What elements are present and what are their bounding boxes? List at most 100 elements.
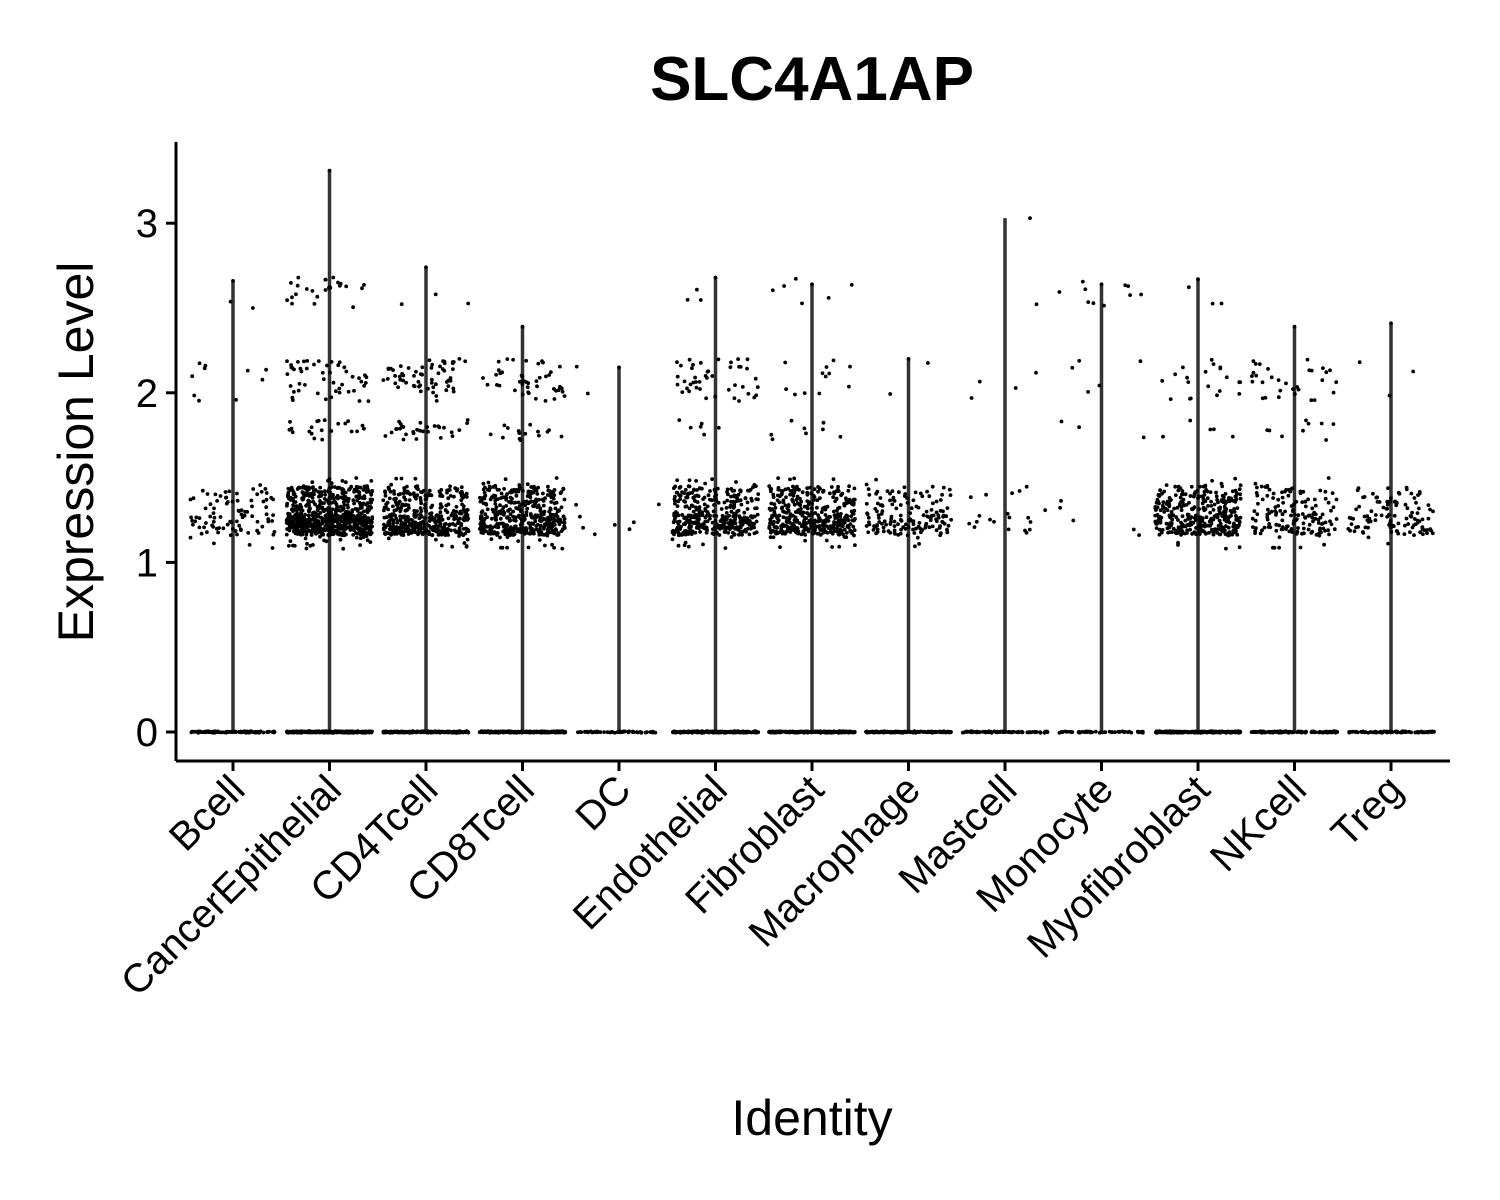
data-point	[703, 519, 708, 524]
data-point	[349, 729, 354, 734]
data-point	[320, 518, 325, 523]
data-point	[707, 730, 711, 735]
data-point	[543, 543, 547, 548]
data-point	[793, 487, 798, 492]
data-point	[782, 510, 787, 514]
data-point	[537, 532, 542, 537]
data-point	[896, 533, 901, 537]
data-point	[526, 381, 531, 386]
data-point	[401, 373, 406, 378]
data-point	[400, 522, 405, 527]
data-point	[299, 524, 303, 529]
data-point	[499, 491, 504, 496]
data-point	[853, 543, 857, 547]
data-point	[332, 516, 336, 521]
data-point	[290, 295, 294, 300]
data-point	[1128, 293, 1132, 297]
data-point	[355, 488, 359, 492]
data-point	[677, 418, 682, 422]
data-point	[351, 305, 355, 310]
data-point	[311, 513, 315, 518]
data-point	[1057, 290, 1062, 294]
data-point	[524, 527, 529, 532]
data-point	[480, 496, 485, 501]
data-point	[675, 360, 679, 365]
data-point	[321, 377, 326, 382]
data-point	[730, 504, 735, 509]
data-point	[411, 491, 416, 496]
data-point	[352, 388, 356, 393]
data-point	[821, 489, 826, 493]
data-point	[535, 492, 540, 496]
data-point	[561, 487, 566, 491]
data-point	[443, 531, 447, 536]
data-point	[960, 730, 965, 735]
data-point	[672, 513, 676, 518]
data-point	[350, 374, 355, 379]
data-point	[889, 729, 894, 734]
data-point	[418, 506, 423, 510]
data-point	[193, 519, 198, 524]
data-point	[792, 476, 797, 481]
data-point	[304, 546, 309, 551]
data-point	[812, 531, 817, 535]
data-point	[285, 298, 289, 303]
data-point	[285, 501, 290, 506]
data-point	[364, 522, 368, 526]
data-point	[237, 523, 242, 528]
data-point	[724, 506, 729, 510]
data-point	[1005, 511, 1010, 516]
data-point	[805, 492, 810, 497]
data-point	[191, 496, 196, 501]
data-point	[308, 506, 312, 511]
data-point	[848, 364, 852, 369]
data-point	[416, 522, 421, 526]
data-point	[924, 509, 929, 514]
data-point	[463, 514, 468, 518]
data-point	[681, 730, 686, 735]
data-point	[794, 497, 799, 502]
data-point	[291, 503, 295, 508]
data-point	[355, 429, 359, 434]
data-point	[526, 391, 531, 396]
data-point	[334, 389, 338, 394]
data-point	[543, 523, 548, 527]
data-point	[381, 378, 386, 382]
data-point	[310, 485, 315, 490]
data-point	[358, 532, 363, 537]
data-point	[836, 506, 840, 511]
data-point	[260, 377, 265, 382]
data-point	[457, 357, 462, 361]
data-point	[510, 530, 514, 535]
data-point	[783, 729, 787, 734]
data-point	[328, 524, 333, 529]
data-point	[235, 532, 239, 537]
data-point	[784, 495, 788, 500]
data-point	[400, 525, 405, 530]
data-point	[314, 512, 319, 516]
data-point	[878, 496, 883, 500]
data-point	[532, 531, 536, 536]
data-point	[915, 535, 920, 540]
data-point	[1110, 730, 1114, 735]
data-point	[315, 527, 319, 532]
data-point	[454, 504, 459, 509]
data-point	[310, 480, 315, 485]
data-point	[734, 480, 738, 484]
data-point	[898, 503, 903, 507]
data-point	[552, 517, 556, 522]
data-point	[774, 529, 779, 534]
data-point	[810, 502, 814, 506]
data-point	[335, 505, 339, 510]
data-point	[803, 533, 808, 537]
data-point	[676, 513, 681, 518]
data-point	[188, 535, 193, 540]
data-point	[812, 495, 817, 499]
data-point	[824, 365, 829, 369]
data-point	[420, 490, 424, 495]
data-point	[513, 388, 517, 393]
data-point	[288, 420, 292, 424]
category-group	[1153, 277, 1243, 735]
data-point	[557, 520, 562, 525]
data-point	[526, 501, 531, 506]
